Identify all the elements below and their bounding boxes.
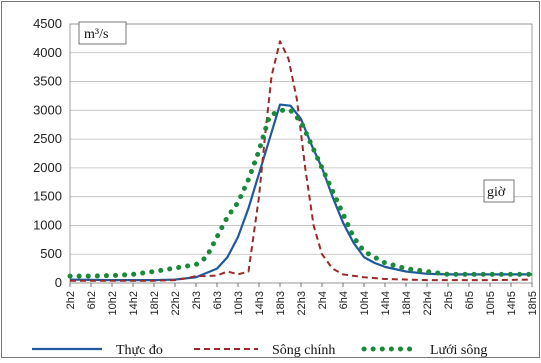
y-tick-label: 3500 xyxy=(33,74,62,89)
legend: Thực đo Sông chính Lưới sông xyxy=(32,343,487,358)
x-tick-label: 2h3 xyxy=(191,291,203,309)
x-tick-label: 6h4 xyxy=(338,291,350,309)
x-tick-label: 14h3 xyxy=(254,291,266,315)
x-tick-label: 2h4 xyxy=(317,291,329,309)
y-tick-label: 2500 xyxy=(33,131,62,146)
series-line-2 xyxy=(67,107,535,279)
series-line-1 xyxy=(70,40,533,282)
x-tick-label: 10h2 xyxy=(107,291,119,315)
chart-frame xyxy=(1,1,540,358)
x-tick-label: 6h2 xyxy=(86,291,98,309)
x-tick-label: 18h5 xyxy=(527,291,539,315)
axis-layer: 0 500 1000 1500 2000 2500 3000 3500 4000 4500 2h2 6… xyxy=(33,16,539,315)
x-tick-label: 18h4 xyxy=(401,291,413,315)
y-tick-label: 4000 xyxy=(33,45,62,60)
series-line-0 xyxy=(69,103,532,282)
x-tick-label: 18h2 xyxy=(149,291,161,315)
x-tick-label: 14h5 xyxy=(506,291,518,315)
x-tick-label: 10h3 xyxy=(233,291,245,315)
x-tick-label: 10h4 xyxy=(359,291,371,315)
x-tick-label: 10h5 xyxy=(485,291,497,315)
x-tick-label: 2h2 xyxy=(65,291,77,309)
y-tick-label: 2000 xyxy=(33,160,62,175)
x-tick-label: 22h2 xyxy=(170,291,182,315)
x-tick-label: 14h2 xyxy=(128,291,140,315)
x-tick-label: 22h4 xyxy=(422,291,434,315)
legend-label-luoi-song: Lưới sông xyxy=(430,343,487,358)
y-tick-label: 0 xyxy=(55,275,62,290)
series-layer xyxy=(67,40,535,282)
x-unit-box: giờ xyxy=(483,179,515,203)
x-tick-label: 14h4 xyxy=(380,291,392,315)
y-tick-label: 1000 xyxy=(33,217,62,232)
x-tick-label: 2h5 xyxy=(443,291,455,309)
x-tick-label: 6h3 xyxy=(212,291,224,309)
y-unit-label: m³/s xyxy=(84,27,108,42)
x-unit-frame xyxy=(483,179,515,203)
y-tick-label: 4500 xyxy=(33,16,62,31)
y-unit-box: m³/s xyxy=(78,21,127,45)
y-tick-label: 500 xyxy=(40,246,62,261)
legend-label-song-chinh: Sông chính xyxy=(272,343,335,358)
x-tick-label: 22h3 xyxy=(296,291,308,315)
x-tick-label: 6h5 xyxy=(464,291,476,309)
legend-label-thuc-do: Thực đo xyxy=(116,343,163,358)
y-unit-frame xyxy=(78,21,127,45)
x-unit-label: giờ xyxy=(487,185,506,200)
y-tick-label: 1500 xyxy=(33,189,62,204)
x-tick-label: 18h3 xyxy=(275,291,287,315)
y-tick-label: 3000 xyxy=(33,102,62,117)
